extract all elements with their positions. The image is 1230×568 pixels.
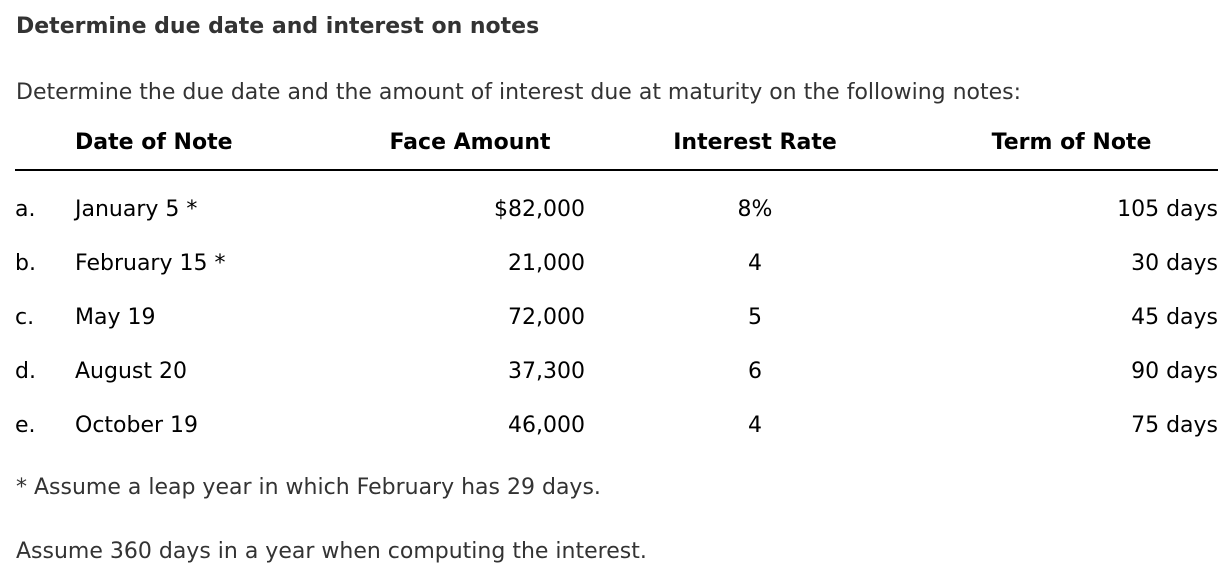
page-title: Determine due date and interest on notes — [16, 14, 540, 39]
interest-rate: 8% — [737, 197, 773, 222]
face-amount: 37,300 — [508, 359, 585, 384]
face-amount: 72,000 — [508, 305, 585, 330]
face-amount: $82,000 — [494, 197, 585, 222]
face-amount: 46,000 — [508, 413, 585, 438]
table-row: a. January 5 * $82,000 8% 105 days — [15, 170, 1218, 237]
table-row: c. May 19 72,000 5 45 days — [15, 291, 1218, 345]
row-letter: a. — [15, 197, 36, 222]
term-of-note: 45 days — [1131, 305, 1218, 330]
row-letter: b. — [15, 251, 36, 276]
table-row: e. October 19 46,000 4 75 days — [15, 399, 1218, 453]
header-interest-rate: Interest Rate — [585, 130, 925, 171]
notes-table: Date of Note Face Amount Interest Rate T… — [15, 130, 1218, 453]
interest-rate: 4 — [748, 251, 762, 276]
term-of-note: 30 days — [1131, 251, 1218, 276]
header-letter-spacer — [15, 130, 75, 171]
note-date: February 15 * — [75, 251, 226, 276]
note-date: January 5 * — [75, 197, 198, 222]
table-body: a. January 5 * $82,000 8% 105 days b. Fe… — [15, 170, 1218, 453]
header-face-amount: Face Amount — [355, 130, 585, 171]
term-of-note: 90 days — [1131, 359, 1218, 384]
interest-rate: 5 — [748, 305, 762, 330]
row-letter: c. — [15, 305, 35, 330]
term-of-note: 75 days — [1131, 413, 1218, 438]
leap-year-footnote: * Assume a leap year in which February h… — [16, 475, 601, 500]
header-term-of-note: Term of Note — [925, 130, 1218, 171]
row-letter: d. — [15, 359, 36, 384]
table-row: b. February 15 * 21,000 4 30 days — [15, 237, 1218, 291]
intro-text: Determine the due date and the amount of… — [16, 80, 1022, 105]
interest-rate: 6 — [748, 359, 762, 384]
table-row: d. August 20 37,300 6 90 days — [15, 345, 1218, 399]
face-amount: 21,000 — [508, 251, 585, 276]
interest-rate: 4 — [748, 413, 762, 438]
year-basis-assumption: Assume 360 days in a year when computing… — [16, 539, 647, 564]
note-date: October 19 — [75, 413, 199, 438]
row-letter: e. — [15, 413, 36, 438]
table-header-row: Date of Note Face Amount Interest Rate T… — [15, 130, 1218, 171]
note-date: May 19 — [75, 305, 156, 330]
header-date-of-note: Date of Note — [75, 130, 355, 171]
term-of-note: 105 days — [1117, 197, 1218, 222]
note-date: August 20 — [75, 359, 187, 384]
